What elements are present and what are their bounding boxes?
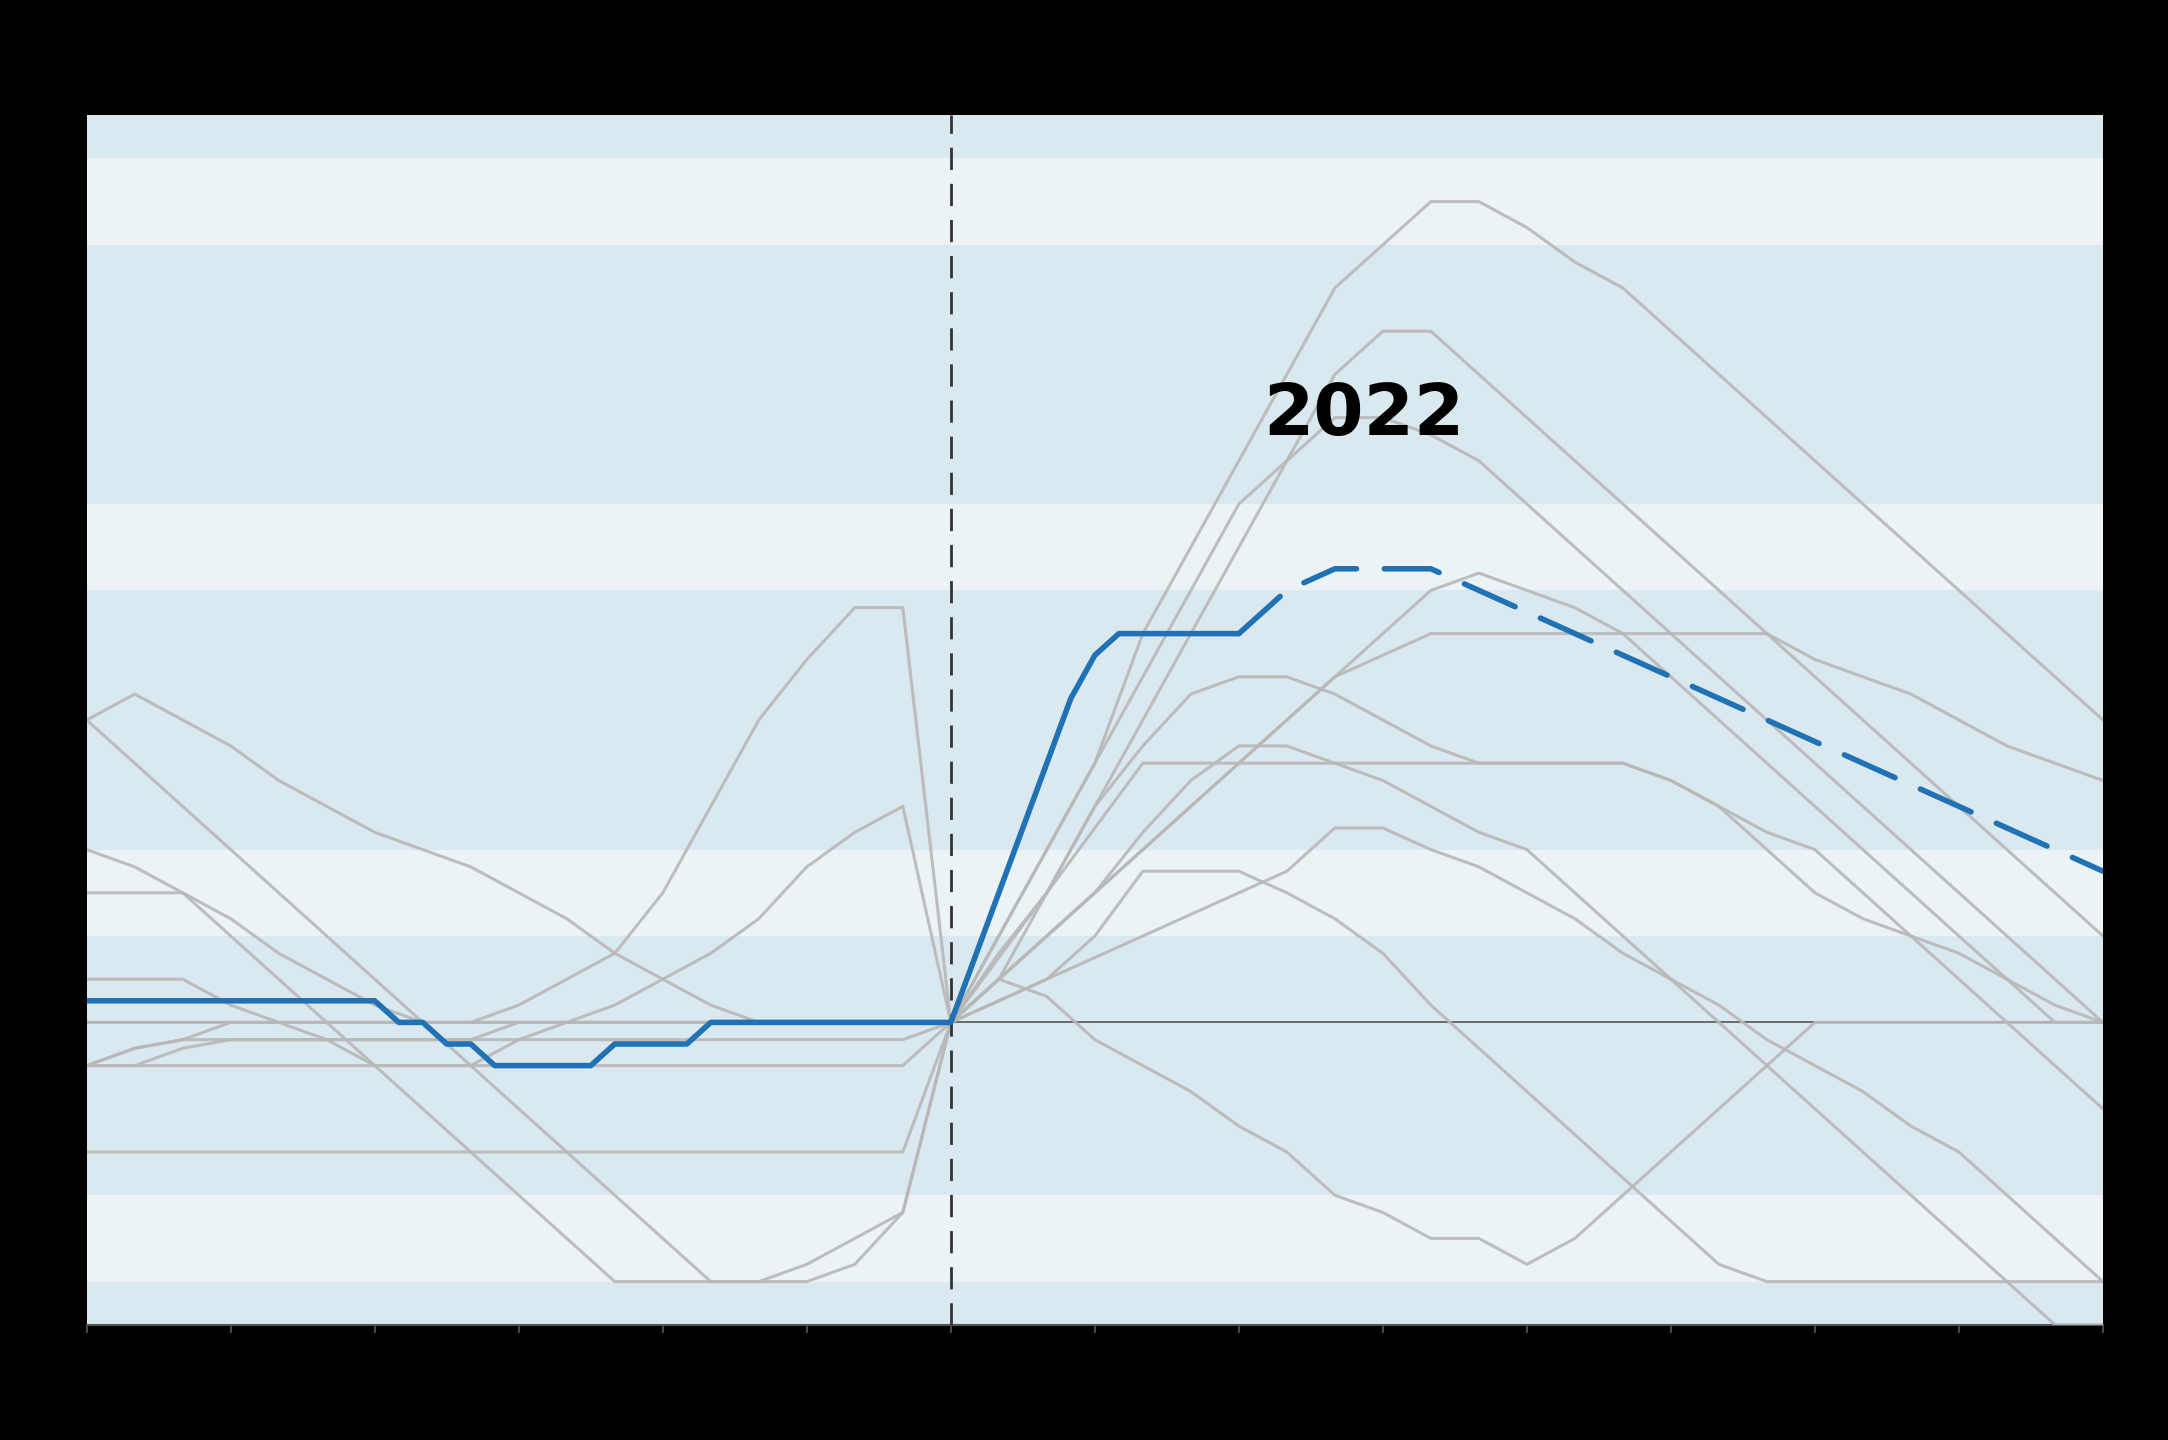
Bar: [87, 850, 2103, 936]
Bar: [87, 504, 2103, 590]
Text: 2022: 2022: [1262, 382, 1463, 449]
Bar: [87, 1195, 2103, 1282]
Bar: [87, 158, 2103, 245]
